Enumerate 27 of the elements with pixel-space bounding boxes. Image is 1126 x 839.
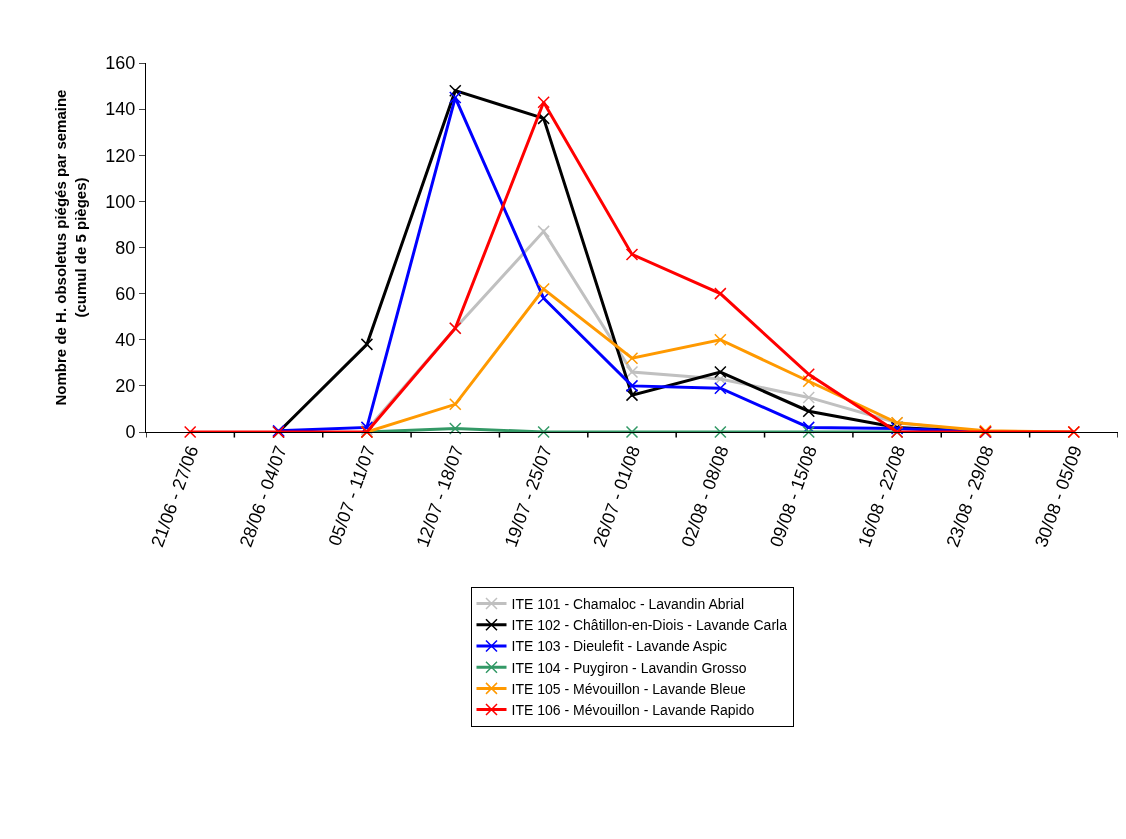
x-tick-label: 16/08 - 22/08 [854,443,910,550]
legend-label: ITE 103 - Dieulefit - Lavande Aspic [511,638,728,655]
y-tick-label: 40 [115,330,136,351]
legend-label: ITE 106 - Mévouillon - Lavande Rapido [511,702,755,719]
y-tick-label: 100 [105,191,136,212]
x-tick-label: 12/07 - 18/07 [412,443,468,550]
y-tick-label: 160 [105,53,136,74]
x-tick-label: 26/07 - 01/08 [589,443,645,550]
legend-label: ITE 101 - Chamaloc - Lavandin Abrial [511,596,745,613]
legend-label: ITE 104 - Puygiron - Lavandin Grosso [511,659,747,676]
legend-label: ITE 105 - Mévouillon - Lavande Bleue [511,680,746,697]
x-tick-label: 21/06 - 27/06 [147,443,203,550]
x-tick-label: 23/08 - 29/08 [942,443,998,550]
legend-label: ITE 102 - Châtillon-en-Diois - Lavande Carla [511,617,788,634]
x-tick-label: 09/08 - 15/08 [765,443,821,550]
y-tick-label: 20 [115,376,136,397]
x-tick-label: 05/07 - 11/07 [324,443,380,549]
y-tick-label: 80 [115,237,136,258]
y-tick-label: 120 [105,145,136,166]
y-tick-label: 60 [115,283,136,304]
y-axis-title: Nombre de H. obsoletus piégés par semaine (cumul de 5 pièges) [52,89,89,406]
x-tick-label: 30/08 - 05/09 [1030,443,1087,550]
x-tick-label: 28/06 - 04/07 [235,443,291,550]
y-tick-label: 0 [125,422,136,443]
x-tick-label: 19/07 - 25/07 [500,443,556,550]
x-tick-label: 02/08 - 08/08 [677,443,733,550]
y-tick-label: 140 [105,99,136,120]
